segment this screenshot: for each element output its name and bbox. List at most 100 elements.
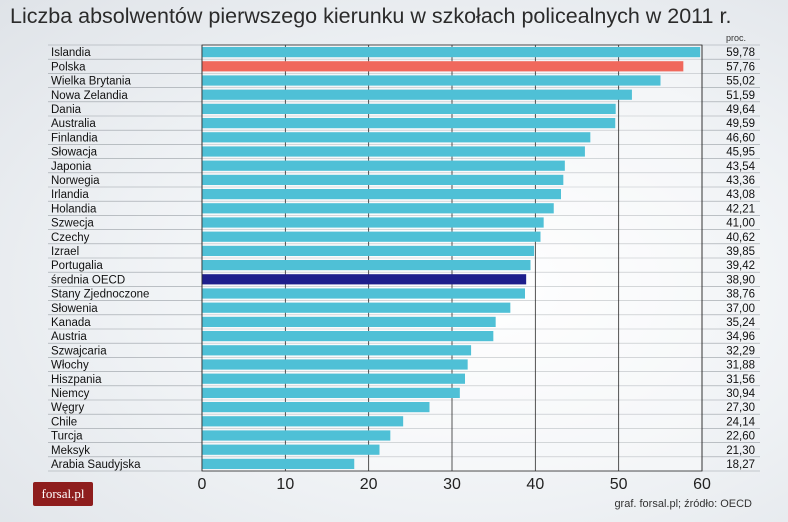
category-label: Finlandia <box>51 132 98 144</box>
bar <box>202 458 355 469</box>
value-label: 32,29 <box>726 345 755 357</box>
bar <box>202 189 561 200</box>
category-label: Japonia <box>51 161 92 173</box>
bar <box>202 217 544 228</box>
bar <box>202 75 661 86</box>
bar <box>202 402 430 413</box>
x-tick-label: 0 <box>198 476 207 493</box>
value-label: 49,64 <box>726 104 755 116</box>
category-label: Szwajcaria <box>51 345 107 357</box>
bar <box>202 387 460 398</box>
source-note: graf. forsal.pl; źródło: OECD <box>614 498 752 510</box>
bar <box>202 231 541 242</box>
chart-title: Liczba absolwentów pierwszego kierunku w… <box>10 4 732 28</box>
x-tick-label: 30 <box>443 476 461 493</box>
bar <box>202 47 701 58</box>
category-label: Norwegia <box>51 175 100 187</box>
bar <box>202 274 527 285</box>
value-label: 41,00 <box>726 218 755 230</box>
x-tick-label: 40 <box>526 476 544 493</box>
unit-label: proc. <box>726 33 746 43</box>
bar <box>202 373 465 384</box>
value-label: 27,30 <box>726 402 755 414</box>
bar <box>202 359 468 370</box>
x-tick-label: 50 <box>610 476 628 493</box>
bar <box>202 132 591 143</box>
bar <box>202 174 564 185</box>
value-label: 38,76 <box>726 289 755 301</box>
category-label: Wielka Brytania <box>51 76 131 88</box>
bar <box>202 345 472 356</box>
bar <box>202 331 494 342</box>
category-label: średnia OECD <box>51 274 125 286</box>
category-label: Czechy <box>51 232 90 244</box>
category-label: Irlandia <box>51 189 89 201</box>
category-label: Dania <box>51 104 82 116</box>
category-label: Chile <box>51 416 77 428</box>
category-label: Szwecja <box>51 218 94 230</box>
bar <box>202 103 616 114</box>
value-label: 49,59 <box>726 118 755 130</box>
category-label: Turcja <box>51 431 83 443</box>
value-label: 18,27 <box>726 459 755 471</box>
bar <box>202 203 554 214</box>
value-label: 34,96 <box>726 331 755 343</box>
value-label: 31,56 <box>726 374 755 386</box>
category-label: Izrael <box>51 246 79 258</box>
value-label: 45,95 <box>726 147 755 159</box>
category-label: Nowa Zelandia <box>51 90 128 102</box>
value-label: 22,60 <box>726 431 755 443</box>
value-label: 37,00 <box>726 303 755 315</box>
value-label: 51,59 <box>726 90 755 102</box>
category-label: Australia <box>51 118 96 130</box>
x-tick-label: 10 <box>276 476 294 493</box>
category-label: Portugalia <box>51 260 103 272</box>
x-tick-label: 60 <box>693 476 711 493</box>
bar <box>202 416 404 427</box>
bar <box>202 89 632 100</box>
value-label: 39,42 <box>726 260 755 272</box>
bar <box>202 245 535 256</box>
category-label: Stany Zjednoczone <box>51 289 149 301</box>
value-label: 35,24 <box>726 317 755 329</box>
value-label: 43,36 <box>726 175 755 187</box>
value-label: 59,78 <box>726 47 755 59</box>
value-label: 40,62 <box>726 232 755 244</box>
bar <box>202 61 684 72</box>
category-label: Islandia <box>51 47 91 59</box>
category-label: Słowenia <box>51 303 98 315</box>
category-label: Słowacja <box>51 147 98 159</box>
x-tick-label: 20 <box>360 476 378 493</box>
value-label: 57,76 <box>726 61 755 73</box>
bar <box>202 146 585 157</box>
value-label: 38,90 <box>726 274 755 286</box>
category-label: Włochy <box>51 360 89 372</box>
category-label: Meksyk <box>51 445 90 457</box>
bar <box>202 118 616 129</box>
bar <box>202 302 511 313</box>
value-label: 42,21 <box>726 203 755 215</box>
category-label: Niemcy <box>51 388 90 400</box>
value-label: 46,60 <box>726 132 755 144</box>
bar <box>202 444 380 455</box>
category-label: Polska <box>51 61 86 73</box>
category-label: Austria <box>51 331 87 343</box>
bar <box>202 430 391 441</box>
value-label: 43,08 <box>726 189 755 201</box>
value-label: 24,14 <box>726 416 755 428</box>
value-label: 31,88 <box>726 360 755 372</box>
bar <box>202 260 531 271</box>
plot-frame <box>201 44 703 472</box>
value-label: 55,02 <box>726 76 755 88</box>
bar <box>202 316 496 327</box>
category-label: Hiszpania <box>51 374 102 386</box>
value-label: 21,30 <box>726 445 755 457</box>
category-label: Węgry <box>51 402 84 414</box>
value-label: 43,54 <box>726 161 755 173</box>
value-label: 39,85 <box>726 246 755 258</box>
category-label: Arabia Saudyjska <box>51 459 141 471</box>
forsal-logo: forsal.pl <box>33 482 93 506</box>
category-label: Holandia <box>51 203 97 215</box>
category-label: Kanada <box>51 317 91 329</box>
